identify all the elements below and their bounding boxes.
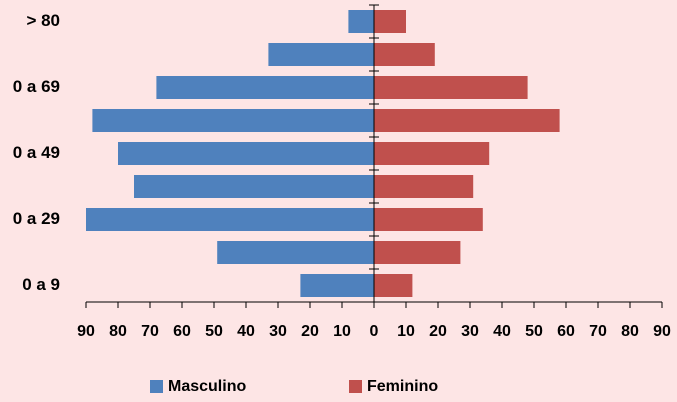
x-tick-label: 90 (77, 323, 95, 340)
bar (348, 10, 374, 33)
x-tick-label: 70 (589, 323, 607, 340)
y-tick-label: 0 a 29 (13, 209, 60, 228)
x-tick-label: 50 (525, 323, 543, 340)
legend-label: Feminino (367, 378, 438, 395)
bar (374, 43, 435, 66)
x-tick-label: 60 (173, 323, 191, 340)
bar (374, 10, 406, 33)
bar (86, 208, 374, 231)
bar (374, 175, 474, 198)
bar (268, 43, 374, 66)
x-tick-label: 20 (301, 323, 319, 340)
x-tick-label: 80 (109, 323, 127, 340)
x-tick-label: 50 (205, 323, 223, 340)
y-tick-label: 0 a 9 (22, 275, 60, 294)
y-tick-label: 0 a 49 (13, 143, 60, 162)
bar (374, 208, 483, 231)
x-tick-label: 30 (269, 323, 287, 340)
bar (374, 109, 560, 132)
bar (156, 76, 374, 99)
x-tick-label: 20 (429, 323, 447, 340)
bar (134, 175, 374, 198)
x-tick-label: 10 (397, 323, 415, 340)
bar (374, 241, 461, 264)
bar (300, 274, 374, 297)
x-tick-label: 10 (333, 323, 351, 340)
x-tick-label: 60 (557, 323, 575, 340)
legend-swatch (150, 380, 163, 393)
x-tick-label: 70 (141, 323, 159, 340)
x-tick-label: 0 (370, 323, 379, 340)
x-tick-label: 30 (461, 323, 479, 340)
bar (217, 241, 374, 264)
x-tick-label: 90 (653, 323, 671, 340)
bar (92, 109, 375, 132)
x-tick-label: 80 (621, 323, 639, 340)
bar (118, 142, 374, 165)
legend-swatch (349, 380, 362, 393)
y-tick-label: > 80 (26, 11, 60, 30)
y-tick-label: 0 a 69 (13, 77, 60, 96)
bar (374, 274, 413, 297)
x-tick-label: 40 (493, 323, 511, 340)
bar (374, 142, 490, 165)
bar (374, 76, 528, 99)
legend-label: Masculino (168, 378, 246, 395)
x-tick-label: 40 (237, 323, 255, 340)
